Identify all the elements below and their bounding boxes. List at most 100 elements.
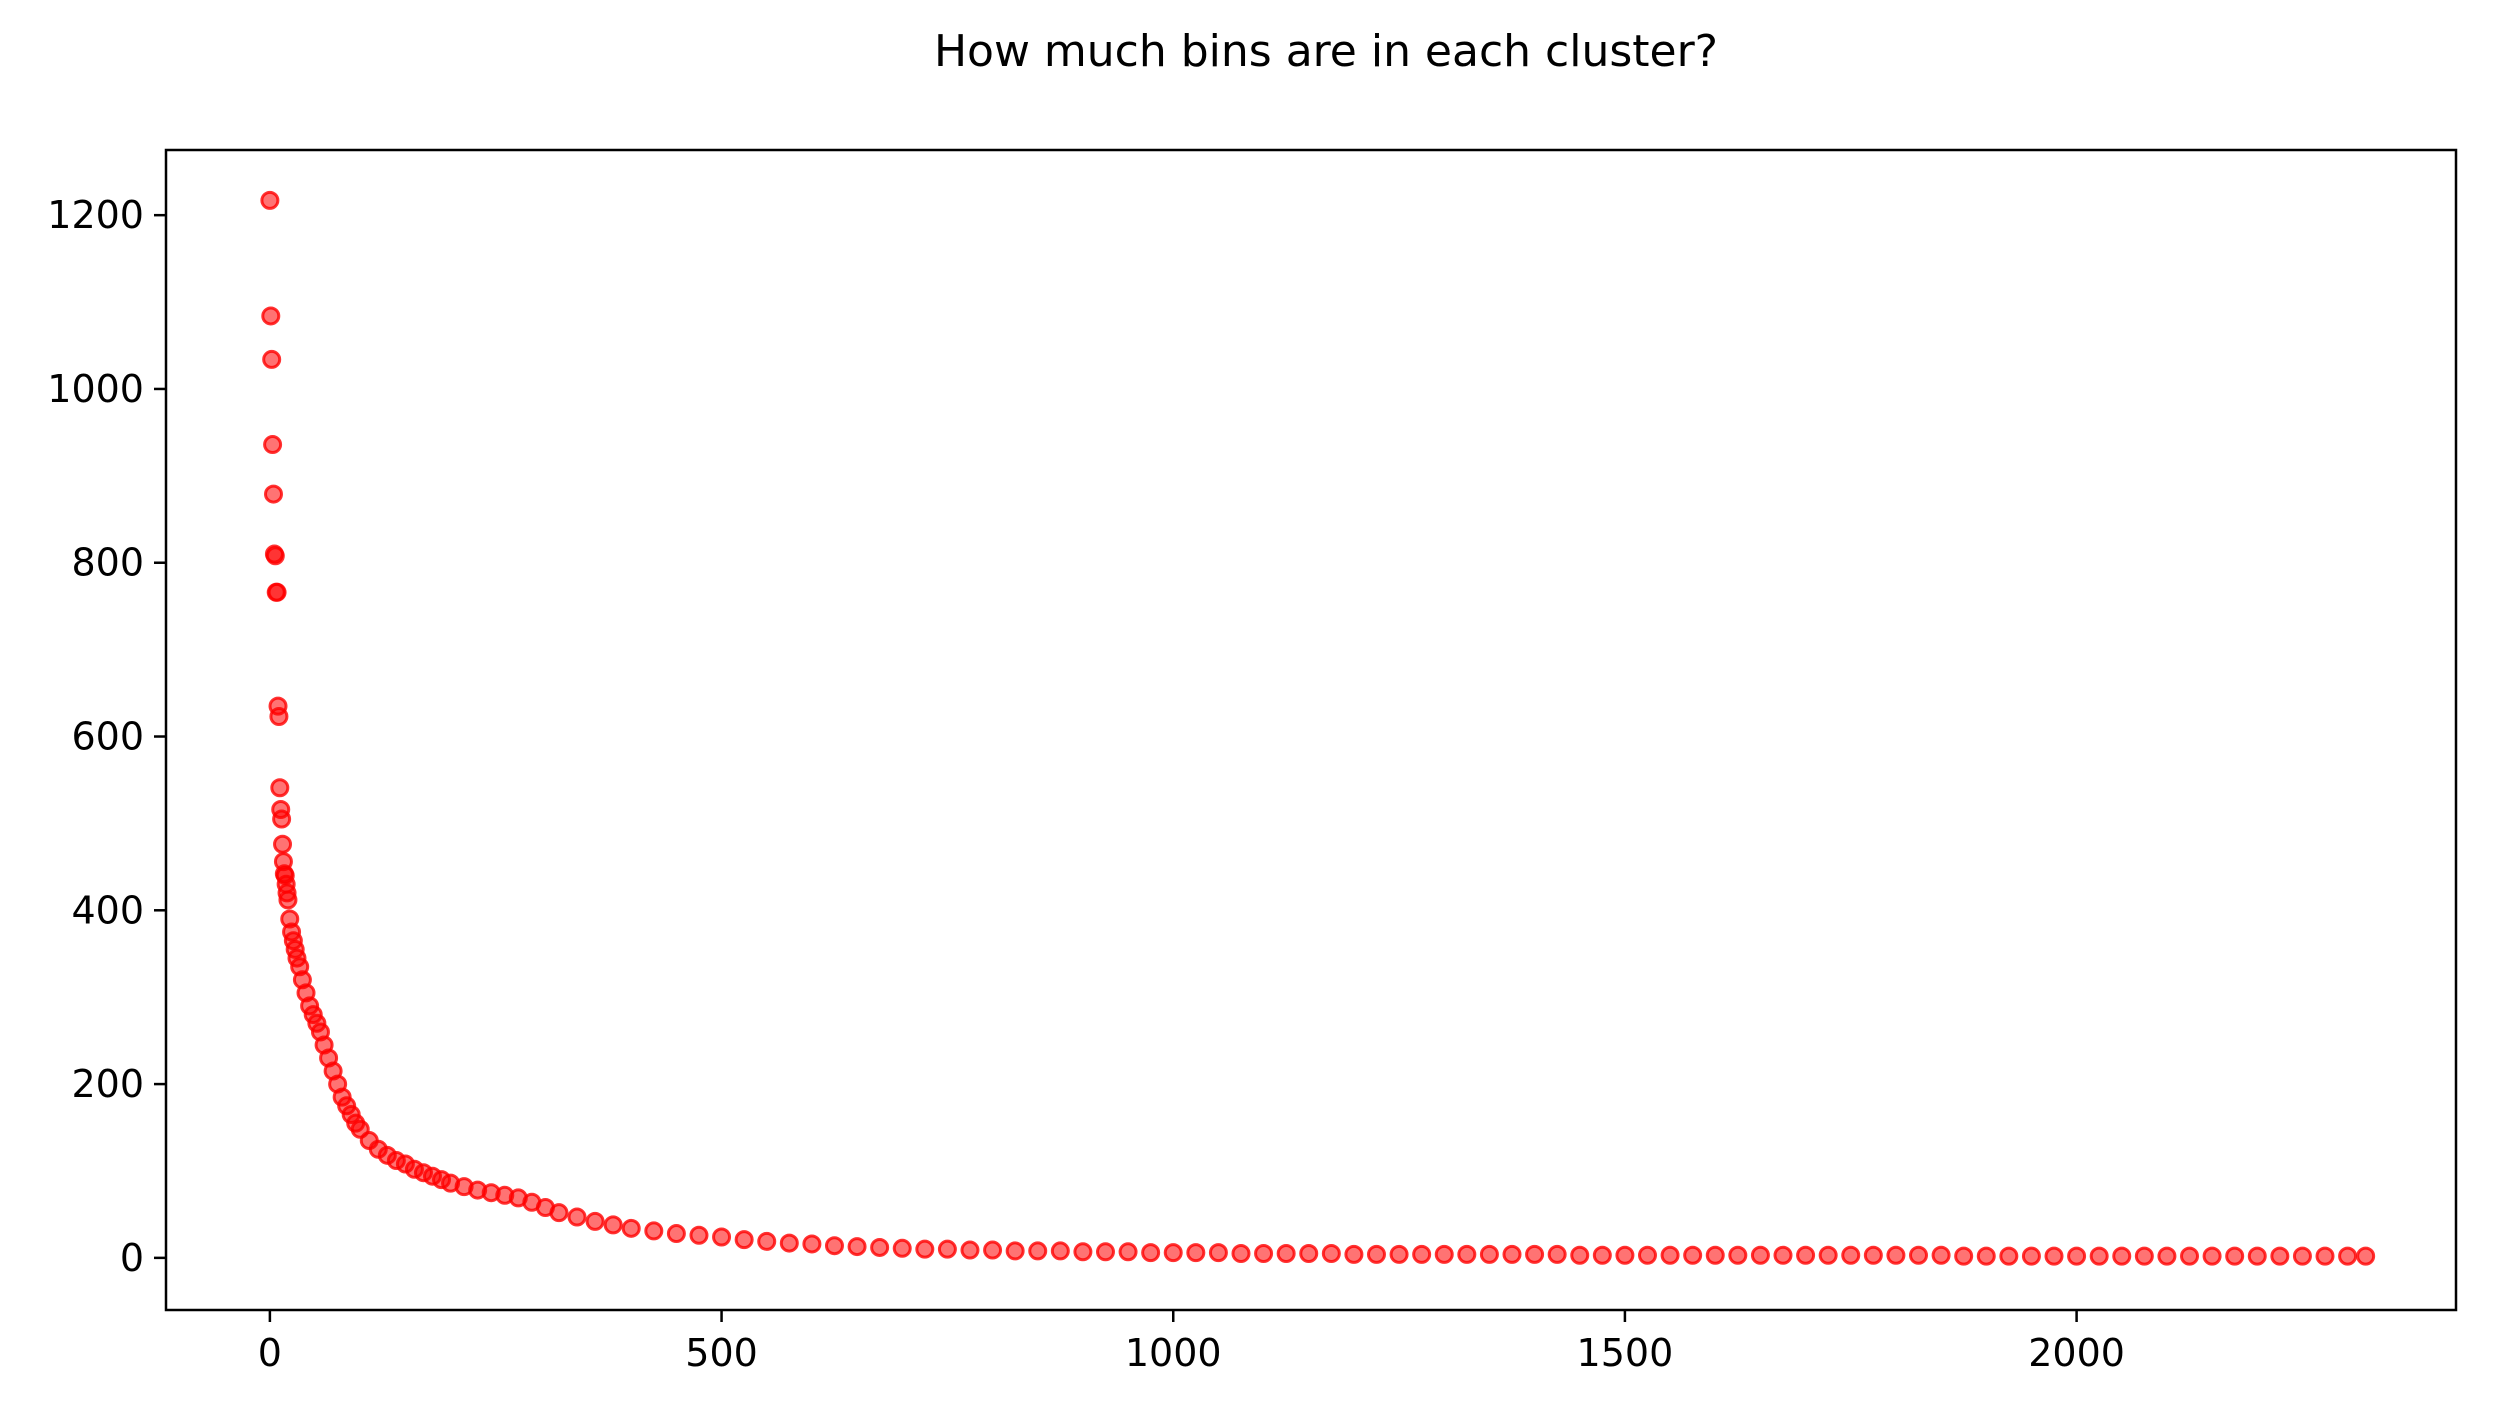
- data-point: [1412, 1244, 1432, 1264]
- data-point: [2315, 1246, 2335, 1266]
- data-point: [937, 1239, 957, 1259]
- data-point: [2247, 1246, 2267, 1266]
- data-point: [603, 1215, 623, 1235]
- data-point: [1276, 1244, 1296, 1264]
- data-point: [1660, 1245, 1680, 1265]
- data-points: [260, 190, 2376, 1266]
- y-tick-label: 0: [120, 1236, 144, 1280]
- data-point: [1163, 1243, 1183, 1263]
- data-point: [1028, 1241, 1048, 1261]
- data-point: [273, 834, 293, 854]
- data-point: [269, 707, 289, 727]
- data-point: [2089, 1246, 2109, 1266]
- data-point: [1321, 1244, 1341, 1264]
- data-point: [1457, 1244, 1477, 1264]
- y-tick-label: 600: [71, 715, 144, 759]
- data-point: [263, 435, 283, 455]
- data-point: [1638, 1245, 1657, 1265]
- data-point: [666, 1224, 686, 1244]
- data-point: [802, 1234, 822, 1254]
- data-point: [1796, 1245, 1816, 1265]
- data-point: [712, 1227, 732, 1247]
- data-point: [1118, 1242, 1138, 1262]
- data-point: [1141, 1243, 1161, 1263]
- data-point: [2021, 1246, 2041, 1266]
- x-tick-label: 1500: [1577, 1331, 1674, 1375]
- data-point: [264, 484, 283, 504]
- data-point: [689, 1225, 709, 1245]
- data-point: [1750, 1245, 1770, 1265]
- data-point: [1705, 1245, 1725, 1265]
- data-point: [847, 1237, 867, 1257]
- data-point: [1615, 1245, 1635, 1265]
- data-point: [1976, 1246, 1996, 1266]
- data-point: [1999, 1246, 2019, 1266]
- data-point: [260, 190, 280, 210]
- data-point: [265, 546, 285, 566]
- data-point: [278, 890, 298, 910]
- data-point: [1254, 1244, 1274, 1264]
- data-point: [1931, 1245, 1951, 1265]
- data-point: [2225, 1246, 2245, 1266]
- x-tick-label: 500: [685, 1331, 758, 1375]
- x-axis: 0 500 1000 1500 2000: [258, 1310, 2125, 1375]
- y-tick-label: 800: [71, 541, 144, 585]
- data-point: [2134, 1246, 2154, 1266]
- data-point: [1502, 1244, 1522, 1264]
- data-point: [2067, 1246, 2087, 1266]
- data-point: [1389, 1244, 1409, 1264]
- data-point: [2180, 1246, 2200, 1266]
- data-point: [1434, 1244, 1454, 1264]
- y-tick-label: 1200: [47, 193, 144, 237]
- data-point: [1344, 1244, 1364, 1264]
- data-point: [2044, 1246, 2064, 1266]
- data-point: [1773, 1245, 1793, 1265]
- data-point: [1547, 1244, 1567, 1264]
- data-point: [1954, 1246, 1974, 1266]
- data-point: [261, 306, 281, 326]
- data-point: [644, 1221, 664, 1241]
- data-point: [567, 1207, 587, 1227]
- data-point: [960, 1240, 980, 1260]
- plot-area-frame: [164, 148, 2458, 1312]
- data-point: [1005, 1241, 1025, 1261]
- y-tick-label: 200: [71, 1062, 144, 1106]
- data-point: [1909, 1245, 1928, 1265]
- data-point: [2202, 1246, 2222, 1266]
- data-point: [585, 1211, 605, 1231]
- data-point: [1863, 1245, 1883, 1265]
- data-point: [549, 1203, 569, 1223]
- data-point: [1050, 1241, 1070, 1261]
- x-tick-label: 2000: [2028, 1331, 2125, 1375]
- data-point: [272, 809, 292, 829]
- data-point: [270, 778, 290, 798]
- y-axis: 0 200 400 600 800 1000 1200: [47, 193, 166, 1280]
- data-point: [1479, 1244, 1499, 1264]
- data-point: [1570, 1245, 1590, 1265]
- data-point: [1818, 1245, 1838, 1265]
- data-point: [2356, 1246, 2376, 1266]
- data-point: [267, 582, 287, 602]
- data-point: [1299, 1244, 1319, 1264]
- data-point: [1841, 1245, 1861, 1265]
- data-point: [1366, 1244, 1386, 1264]
- data-point: [1208, 1243, 1228, 1263]
- data-point: [2157, 1246, 2177, 1266]
- data-point: [2112, 1246, 2132, 1266]
- x-tick-label: 1000: [1125, 1331, 1222, 1375]
- data-point: [757, 1231, 777, 1251]
- data-point: [621, 1218, 641, 1238]
- data-point: [1231, 1244, 1251, 1264]
- data-point: [870, 1237, 890, 1257]
- data-point: [1728, 1245, 1748, 1265]
- data-point: [1525, 1244, 1545, 1264]
- y-tick-label: 400: [71, 888, 144, 932]
- data-point: [1886, 1245, 1906, 1265]
- data-point: [824, 1236, 844, 1256]
- data-point: [779, 1233, 799, 1253]
- data-point: [734, 1230, 754, 1250]
- data-point: [983, 1240, 1003, 1260]
